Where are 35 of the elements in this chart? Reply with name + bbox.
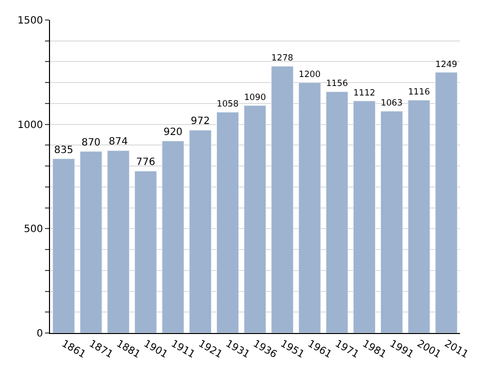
- bar: [326, 92, 348, 333]
- y-tick-label: 500: [24, 224, 43, 236]
- data-label: 920: [163, 127, 183, 138]
- data-label: 1249: [435, 60, 458, 70]
- bar: [52, 158, 75, 333]
- data-label: 1200: [298, 70, 321, 80]
- data-label: 874: [108, 136, 128, 148]
- y-tick-label: 0: [36, 328, 43, 340]
- y-tick-label: 1500: [18, 16, 43, 26]
- y-tick-label: 1000: [18, 120, 43, 131]
- data-label: 1116: [408, 88, 430, 98]
- data-label: 835: [54, 144, 74, 156]
- data-label: 776: [136, 157, 156, 168]
- bar: [107, 150, 130, 333]
- data-label: 972: [190, 116, 210, 128]
- data-label: 1278: [271, 54, 294, 64]
- bar: [134, 170, 157, 333]
- data-label: 1063: [380, 98, 403, 109]
- bar: [408, 100, 430, 333]
- x-tick-label: 1936: [251, 338, 279, 361]
- bar: [189, 130, 212, 333]
- bar: [216, 112, 239, 333]
- bar: [298, 82, 321, 333]
- bar: [244, 105, 266, 333]
- data-label: 1058: [216, 100, 239, 110]
- bar: [162, 140, 184, 333]
- bar: [271, 66, 294, 333]
- bar: [435, 72, 458, 333]
- data-label: 870: [81, 137, 101, 148]
- bar: [353, 100, 376, 333]
- data-label: 1156: [326, 79, 348, 90]
- bar: [380, 110, 403, 333]
- bar: [80, 151, 102, 333]
- data-label: 1090: [244, 92, 266, 103]
- data-label: 1112: [353, 88, 376, 98]
